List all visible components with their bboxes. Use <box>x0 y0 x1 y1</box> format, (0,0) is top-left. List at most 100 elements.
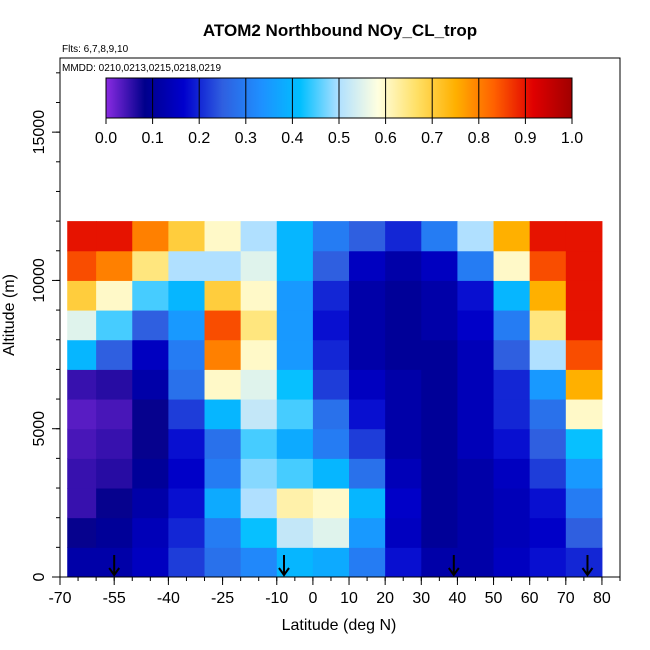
x-tick-label: -70 <box>48 590 71 607</box>
heatmap-cell <box>96 280 133 311</box>
heatmap-cell <box>529 517 567 548</box>
heatmap-cell <box>240 547 278 578</box>
heatmap-cell <box>168 458 206 489</box>
heatmap-cell <box>349 310 386 341</box>
heatmap-cell <box>96 399 133 430</box>
heatmap-cell <box>168 310 206 341</box>
heatmap-cell <box>385 428 422 459</box>
heatmap-cell <box>276 280 314 311</box>
arrow-head <box>447 567 460 577</box>
y-tick-label: 10000 <box>31 258 48 303</box>
colorbar-tick-label: 0.6 <box>374 130 396 147</box>
flights-label: Flts: 6,7,8,9,10 <box>62 44 129 55</box>
heatmap-cell <box>529 458 567 489</box>
heatmap-cell <box>349 458 386 489</box>
heatmap-cell <box>385 399 422 430</box>
heatmap-cell <box>204 488 242 519</box>
x-tick-label: -40 <box>157 590 180 607</box>
heatmap-cell <box>96 221 133 252</box>
heatmap-cell <box>204 547 242 578</box>
heatmap-cell <box>565 339 603 370</box>
x-tick-label: 0 <box>308 590 317 607</box>
heatmap-cell <box>67 428 97 459</box>
heatmap-cell <box>96 369 133 400</box>
heatmap-cell <box>67 310 97 341</box>
heatmap-cell <box>385 458 422 489</box>
heatmap-cell <box>457 221 495 252</box>
heatmap-cell <box>349 517 386 548</box>
heatmap-cell <box>421 250 458 281</box>
arrow-head <box>108 567 121 577</box>
heatmap-cell <box>529 547 567 578</box>
heatmap-cell <box>240 310 278 341</box>
heatmap-cell <box>168 280 206 311</box>
heatmap-layer <box>67 221 603 578</box>
x-axis: -70 -55 -40 -25 -10 0 10 20 30 40 50 60 70 80 <box>48 577 621 607</box>
heatmap-cell <box>457 369 495 400</box>
heatmap-cell <box>204 280 242 311</box>
heatmap-cell <box>385 517 422 548</box>
heatmap-cell <box>168 547 206 578</box>
lat-arrows <box>108 555 594 577</box>
x-tick-label: -55 <box>103 590 126 607</box>
heatmap-cell <box>421 399 458 430</box>
plot-frame <box>59 57 621 578</box>
heatmap-cell <box>240 221 278 252</box>
heatmap-cell <box>385 339 422 370</box>
heatmap-cell <box>204 339 242 370</box>
heatmap-cell <box>132 458 169 489</box>
heatmap-cell <box>67 339 97 370</box>
heatmap-cell <box>168 221 206 252</box>
heatmap-cell <box>385 547 422 578</box>
heatmap-cell <box>349 221 386 252</box>
heatmap-cell <box>132 369 169 400</box>
heatmap-cell <box>132 280 169 311</box>
chart-title: ATOM2 Northbound NOy_CL_trop <box>203 21 477 40</box>
heatmap-cell <box>385 280 422 311</box>
heatmap-cell <box>96 458 133 489</box>
x-tick-label: 70 <box>557 590 575 607</box>
x-tick-label: 20 <box>376 590 394 607</box>
heatmap-cell <box>96 517 133 548</box>
heatmap-cell <box>529 399 567 430</box>
heatmap-cell <box>204 399 242 430</box>
heatmap-cell <box>529 221 567 252</box>
heatmap-cell <box>493 221 531 252</box>
heatmap-cell <box>529 280 567 311</box>
heatmap-cell <box>565 458 603 489</box>
arrow-head <box>581 567 594 577</box>
heatmap-cell <box>493 517 531 548</box>
heatmap-cell <box>421 517 458 548</box>
heatmap-cell <box>312 250 350 281</box>
heatmap-cell <box>204 458 242 489</box>
heatmap-cell <box>204 221 242 252</box>
heatmap-cell <box>312 488 350 519</box>
heatmap-cell <box>421 488 458 519</box>
heatmap-cell <box>457 399 495 430</box>
heatmap-cell <box>276 221 314 252</box>
heatmap-cell <box>493 280 531 311</box>
colorbar-tick-label: 0.5 <box>328 130 350 147</box>
heatmap-cell <box>421 458 458 489</box>
colorbar-tick-label: 0.7 <box>421 130 443 147</box>
heatmap-cell <box>204 310 242 341</box>
heatmap-cell <box>240 517 278 548</box>
heatmap-cell <box>132 310 169 341</box>
x-tick-label: 80 <box>593 590 611 607</box>
heatmap-cell <box>204 250 242 281</box>
heatmap-cell <box>565 280 603 311</box>
heatmap-cell <box>493 369 531 400</box>
x-tick-label: 40 <box>449 590 467 607</box>
heatmap-cell <box>168 517 206 548</box>
x-tick-label: 30 <box>412 590 430 607</box>
heatmap-cell <box>385 310 422 341</box>
heatmap-cell <box>529 339 567 370</box>
heatmap-cell <box>312 399 350 430</box>
heatmap-cell <box>276 517 314 548</box>
heatmap-cell <box>204 517 242 548</box>
heatmap-cell <box>312 547 350 578</box>
x-tick-label: -10 <box>265 590 288 607</box>
x-tick-label: -25 <box>211 590 234 607</box>
heatmap-cell <box>240 428 278 459</box>
heatmap-cell <box>240 458 278 489</box>
